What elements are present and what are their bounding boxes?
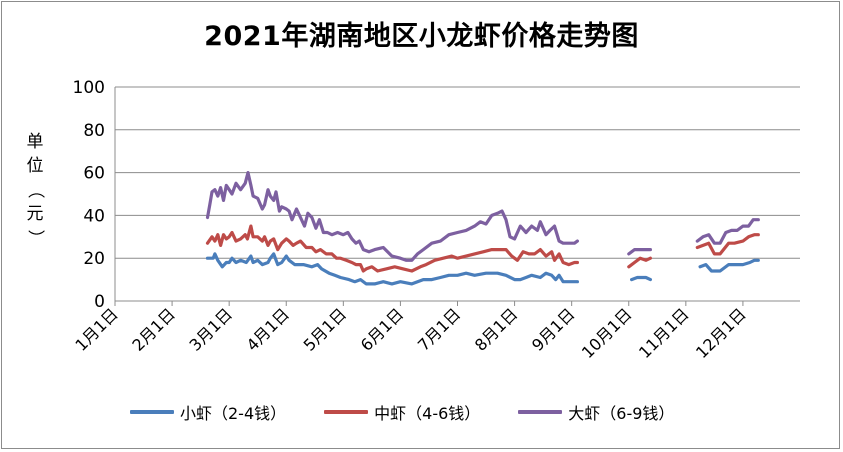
legend-item: 大虾（6-9钱） [518, 400, 674, 424]
legend-label: 中虾（4-6钱） [374, 404, 481, 423]
x-tick-label: 5月1日 [300, 304, 350, 354]
x-tick-label: 11月1日 [635, 304, 693, 362]
legend-swatch [130, 410, 174, 414]
x-tick-label: 12月1日 [692, 304, 750, 362]
x-tick-label: 9月1日 [528, 304, 578, 354]
legend-label: 大虾（6-9钱） [568, 404, 675, 423]
chart-title: 2021年湖南地区小龙虾价格走势图 [204, 21, 639, 52]
legend-item: 中虾（4-6钱） [324, 400, 480, 424]
x-tick-label: 6月1日 [357, 304, 407, 354]
y-axis-label: 单位（元） [24, 130, 46, 250]
y-tick-label: 80 [83, 121, 105, 141]
y-tick-label: 60 [83, 164, 105, 184]
series-line-3 [205, 171, 580, 262]
legend-label: 小虾（2-4钱） [180, 404, 287, 423]
y-axis-label-char: 位 [26, 156, 44, 176]
legend-swatch [324, 410, 369, 414]
legend-item: 小虾（2-4钱） [130, 400, 286, 424]
y-axis-label-char: 单 [26, 132, 44, 152]
x-tick-label: 3月1日 [186, 304, 236, 354]
series-line-2 [205, 224, 580, 273]
series-line-3 [695, 218, 760, 245]
x-tick-label: 10月1日 [578, 304, 636, 362]
x-tick-label: 2月1日 [128, 304, 178, 354]
series-line-2 [695, 233, 760, 256]
legend-swatch [518, 410, 563, 414]
y-tick-label: 0 [94, 292, 105, 312]
series-line-1 [698, 258, 760, 273]
series-line-2 [627, 256, 653, 269]
x-tick-label: 4月1日 [243, 304, 293, 354]
x-tick-label: 8月1日 [471, 304, 521, 354]
y-tick-label: 40 [83, 206, 105, 226]
y-tick-label: 100 [73, 78, 105, 98]
series-line-1 [205, 252, 580, 286]
x-tick-label: 7月1日 [414, 304, 464, 354]
series-line-1 [629, 275, 653, 282]
y-axis-label-char: 元 [26, 204, 44, 224]
chart-legend: 小虾（2-4钱） 中虾（4-6钱） 大虾（6-9钱） [130, 400, 712, 424]
y-tick-label: 20 [83, 249, 105, 269]
series-line-3 [627, 248, 653, 256]
